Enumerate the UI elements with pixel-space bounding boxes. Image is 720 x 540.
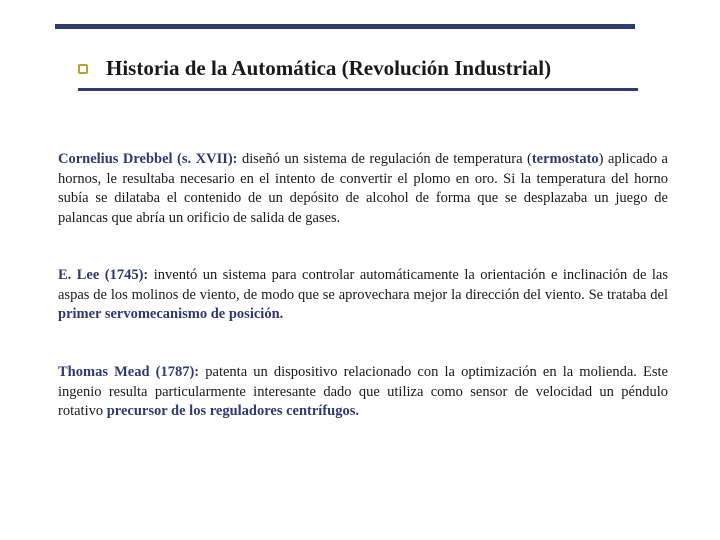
- text-segment: diseñó un sistema de regulación de tempe…: [238, 151, 532, 167]
- title-underline-bar: [78, 88, 638, 91]
- paragraph-drebbel: Cornelius Drebbel (s. XVII): diseñó un s…: [58, 150, 668, 228]
- paragraph-mead: Thomas Mead (1787): patenta un dispositi…: [58, 363, 668, 422]
- end-highlight: primer servomecanismo de posición.: [58, 306, 283, 322]
- title-row: Historia de la Automática (Revolución In…: [78, 56, 551, 81]
- paragraph-lee: E. Lee (1745): inventó un sistema para c…: [58, 266, 668, 325]
- mid-highlight: termostato: [532, 151, 599, 167]
- end-highlight: precursor de los reguladores centrífugos…: [107, 403, 359, 419]
- top-accent-bar: [55, 24, 635, 29]
- title-bullet-icon: [78, 64, 88, 74]
- content-area: Cornelius Drebbel (s. XVII): diseñó un s…: [58, 150, 668, 460]
- lead-highlight: E. Lee (1745):: [58, 267, 148, 283]
- lead-highlight: Cornelius Drebbel (s. XVII):: [58, 151, 238, 167]
- lead-highlight: Thomas Mead (1787):: [58, 364, 199, 380]
- text-segment: inventó un sistema para controlar automá…: [58, 267, 668, 303]
- slide-title: Historia de la Automática (Revolución In…: [106, 56, 551, 81]
